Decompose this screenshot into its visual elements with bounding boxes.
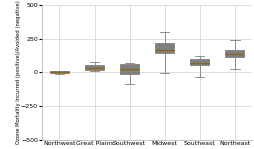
Y-axis label: Ozone Mortality Incurred (positive)/Avoided (negative): Ozone Mortality Incurred (positive)/Avoi… bbox=[15, 0, 21, 144]
PathPatch shape bbox=[189, 59, 209, 65]
PathPatch shape bbox=[224, 50, 243, 57]
PathPatch shape bbox=[154, 43, 173, 53]
PathPatch shape bbox=[85, 65, 104, 70]
PathPatch shape bbox=[50, 71, 69, 73]
PathPatch shape bbox=[119, 65, 139, 74]
